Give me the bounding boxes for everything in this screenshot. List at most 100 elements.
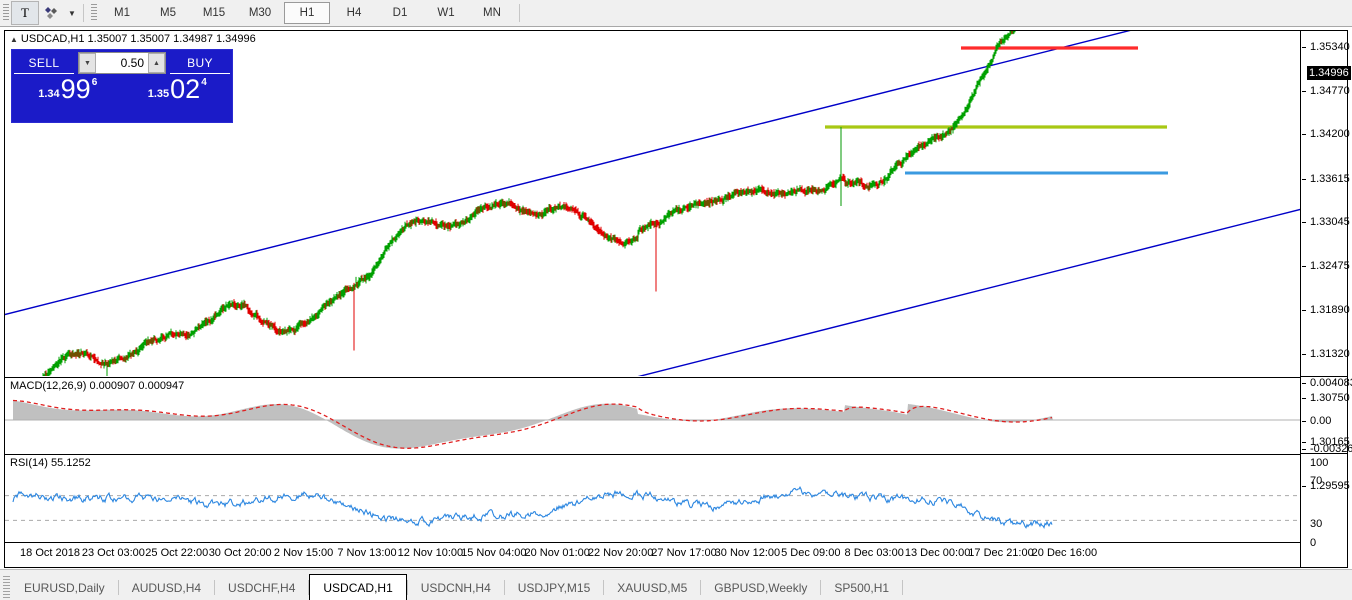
tab-divider xyxy=(902,580,904,595)
rsi-label: RSI(14) 55.1252 xyxy=(10,457,91,469)
macd-tick xyxy=(1302,449,1306,450)
tab-divider xyxy=(214,580,216,595)
timeframe-m15[interactable]: M15 xyxy=(202,7,226,19)
rsi-pane[interactable]: RSI(14) 55.1252 xyxy=(5,454,1300,545)
buy-price-point: 4 xyxy=(201,77,207,88)
chart-tab-usdcnh-h4[interactable]: USDCNH,H4 xyxy=(420,581,491,595)
tab-divider xyxy=(308,580,310,595)
timeframe-h4[interactable]: H4 xyxy=(346,7,362,19)
time-axis-label: 20 Nov 01:00 xyxy=(524,547,590,559)
price-axis-label: 1.33045 xyxy=(1310,216,1350,229)
time-axis[interactable]: 18 Oct 2018 23 Oct 03:00 25 Oct 22:00 30 Oc… xyxy=(5,542,1300,567)
chart-tab-sp500-h1[interactable]: SP500,H1 xyxy=(834,581,890,595)
timeframe-group: M1 M5 M15 M30 H1 H4 D1 W1 MN xyxy=(99,2,515,24)
time-axis-label: 25 Oct 22:00 xyxy=(145,547,209,559)
time-axis-label: 23 Oct 03:00 xyxy=(81,547,145,559)
timeframe-w1[interactable]: W1 xyxy=(437,7,455,19)
objects-icon[interactable] xyxy=(39,2,65,24)
price-axis-label: 1.30165 xyxy=(1310,436,1350,449)
buy-price-main: 02 xyxy=(170,74,201,104)
price-tick xyxy=(1302,178,1306,180)
rsi-axis-label: 70 xyxy=(1310,475,1323,487)
chart-toolbar: T ▼ M1 M5 M15 M30 H1 H4 D1 W1 MN xyxy=(0,0,1352,27)
price-tick xyxy=(1302,134,1306,136)
price-axis-label: 1.35340 xyxy=(1310,41,1350,53)
chart-tab-eurusd-daily[interactable]: EURUSD,Daily xyxy=(24,581,105,595)
toolbar-grip[interactable] xyxy=(3,4,9,22)
chart-header: ▲ USDCAD,H1 1.35007 1.35007 1.34987 1.349… xyxy=(10,33,256,45)
buy-button-label[interactable]: BUY xyxy=(170,52,230,74)
price-tick xyxy=(1302,354,1306,355)
timeframe-mn[interactable]: MN xyxy=(483,7,501,19)
sell-price-prefix: 1.34 xyxy=(38,88,60,100)
time-axis-label: 12 Nov 10:00 xyxy=(397,547,464,559)
macd-chart-svg xyxy=(5,399,1300,449)
axis-separator xyxy=(1300,453,1347,454)
timeframe-m30[interactable]: M30 xyxy=(248,7,272,19)
volume-input[interactable]: 0.50 xyxy=(120,56,144,70)
chart-tab-xauusd-m5[interactable]: XAUUSD,M5 xyxy=(617,581,688,595)
time-axis-label: 8 Dec 03:00 xyxy=(844,547,904,559)
octp-controls: SELL ▼ 0.50 ▲ BUY xyxy=(12,50,232,76)
macd-axis-label: 0.004083 xyxy=(1310,377,1352,389)
chevron-down-icon[interactable]: ▼ xyxy=(68,8,76,18)
time-axis-label: 22 Nov 20:00 xyxy=(587,547,654,559)
time-axis-label: 30 Oct 20:00 xyxy=(208,547,272,559)
price-axis-label: 1.34200 xyxy=(1310,128,1350,141)
timeframe-m1[interactable]: M1 xyxy=(114,7,130,19)
tab-divider xyxy=(406,580,408,595)
chart-tab-gbpusd-weekly[interactable]: GBPUSD,Weekly xyxy=(714,581,808,595)
time-axis-label: 2 Nov 15:00 xyxy=(273,547,334,559)
chart-tab-usdcad-h1[interactable]: USDCAD,H1 xyxy=(309,574,407,600)
rsi-axis-label: 30 xyxy=(1310,518,1323,530)
timeframe-d1[interactable]: D1 xyxy=(392,7,408,19)
octp-prices: 1.34 99 6 1.35 02 4 xyxy=(12,76,232,122)
chart-tab-usdjpy-m15[interactable]: USDJPY,M15 xyxy=(517,581,591,595)
macd-tick xyxy=(1302,383,1306,384)
macd-tick xyxy=(1302,421,1306,422)
timeframe-grip[interactable] xyxy=(91,4,97,22)
buy-button[interactable]: 1.35 02 4 xyxy=(123,74,230,120)
toolbar-separator xyxy=(83,4,84,22)
time-axis-label: 15 Nov 04:00 xyxy=(461,547,527,559)
macd-axis-label: -0.003262 xyxy=(1310,443,1352,455)
price-axis-label: 1.31890 xyxy=(1310,304,1350,317)
tabbar-grip[interactable] xyxy=(3,576,10,598)
time-axis-label: 17 Dec 21:00 xyxy=(968,547,1034,559)
macd-label: MACD(12,26,9) 0.000907 0.000947 xyxy=(10,380,185,392)
collapse-arrow-icon[interactable]: ▲ xyxy=(10,34,18,44)
chart-tabs-bar: EURUSD,Daily AUDUSD,H4 USDCHF,H4 USDCAD,H1 U… xyxy=(0,569,1352,600)
price-tick xyxy=(1302,47,1306,48)
price-axis-label: 1.30750 xyxy=(1310,391,1350,404)
volume-stepper[interactable]: ▼ 0.50 ▲ xyxy=(78,52,166,74)
sell-price-point: 6 xyxy=(91,77,98,88)
chart-tab-usdchf-h4[interactable]: USDCHF,H4 xyxy=(228,581,296,595)
time-axis-label: 27 Nov 17:00 xyxy=(651,547,717,559)
text-label-icon[interactable]: T xyxy=(11,1,39,25)
timeframe-h1[interactable]: H1 xyxy=(284,2,330,24)
sell-button[interactable]: 1.34 99 6 xyxy=(14,76,121,120)
one-click-trading-panel[interactable]: SELL ▼ 0.50 ▲ BUY 1.34 99 6 1.35 02 4 xyxy=(11,49,233,123)
chart-window[interactable]: ▲ USDCAD,H1 1.35007 1.35007 1.34987 1.349… xyxy=(4,30,1352,568)
timeframe-m5[interactable]: M5 xyxy=(160,7,176,19)
time-axis-label: 20 Dec 16:00 xyxy=(1031,547,1098,559)
price-pane[interactable]: ▲ USDCAD,H1 1.35007 1.35007 1.34987 1.349… xyxy=(5,31,1300,376)
price-tick xyxy=(1302,90,1306,92)
axis-separator xyxy=(1300,376,1347,377)
tab-divider xyxy=(503,580,505,595)
price-tick xyxy=(1302,485,1306,487)
time-axis-label: 5 Dec 09:00 xyxy=(781,547,841,559)
time-axis-label: 30 Nov 12:00 xyxy=(714,547,781,559)
objects-glyph xyxy=(45,7,57,19)
rsi-axis-label: 100 xyxy=(1310,457,1329,469)
sell-button-label[interactable]: SELL xyxy=(14,52,74,74)
volume-up-arrow-icon[interactable]: ▲ xyxy=(148,53,165,73)
macd-pane[interactable]: MACD(12,26,9) 0.000907 0.000947 xyxy=(5,377,1300,454)
chart-tab-audusd-h4[interactable]: AUDUSD,H4 xyxy=(131,581,202,595)
sell-price-main: 99 xyxy=(60,74,91,104)
volume-down-arrow-icon[interactable]: ▼ xyxy=(79,53,96,73)
macd-axis-label: 0.00 xyxy=(1310,415,1332,427)
time-axis-label: 18 Oct 2018 xyxy=(20,547,80,559)
price-axis[interactable]: 1.35340 1.34770 1.34200 1.33615 1.33045 1.324… xyxy=(1300,31,1352,567)
